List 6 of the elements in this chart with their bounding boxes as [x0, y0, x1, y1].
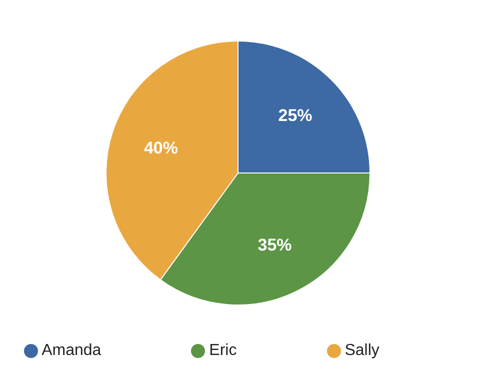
legend-label: Sally — [344, 342, 380, 359]
data-label: 25% — [278, 106, 312, 126]
data-label: 35% — [258, 236, 292, 255]
legend-label: Eric — [209, 342, 237, 359]
legend-label: Amanda — [42, 342, 102, 359]
data-label: 40% — [144, 138, 178, 158]
